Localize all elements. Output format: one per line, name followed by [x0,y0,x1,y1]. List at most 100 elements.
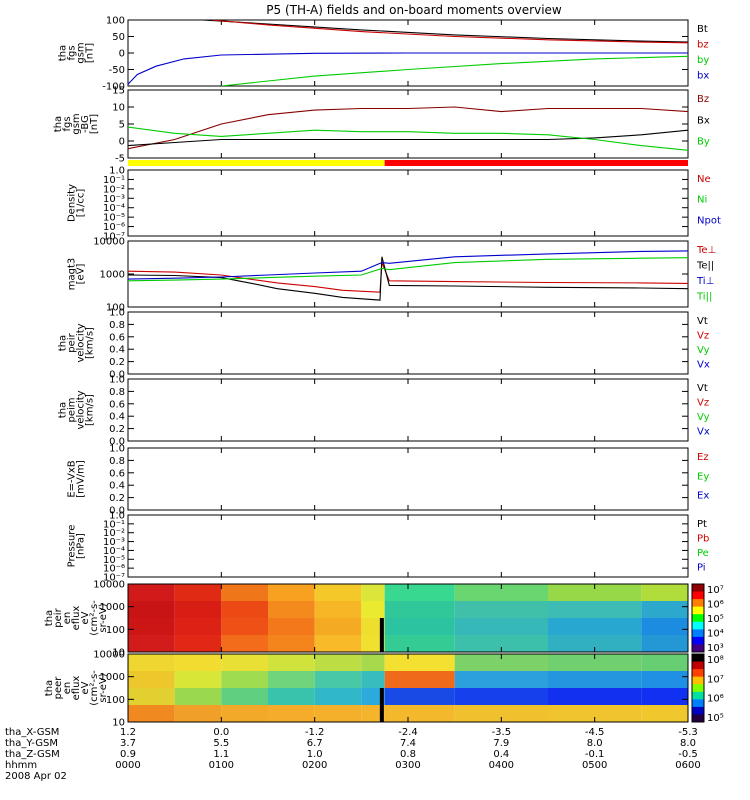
y-tick-label: 10⁻⁶ [103,222,125,233]
y-tick-label: 5 [119,120,125,131]
y-tick-label: 0.0 [109,370,125,381]
heatmap-cell [128,688,175,706]
y-axis-label-line: peir [53,607,64,627]
y-axis-label-line: tha [58,45,69,61]
footer-z-gsm: 0.9 [120,749,136,760]
heatmap-cell [174,601,222,619]
footer-row-label: tha_Y-GSM [5,738,58,749]
y-axis-label-line: magt3 [67,258,78,291]
y-tick-label: 10 [112,103,125,114]
y-axis-label-line: tha [44,610,55,626]
data-gap-stripe [379,618,384,652]
heatmap-cell [548,671,642,689]
y-axis-label-line: eV [80,681,91,694]
y-tick-label: 10⁻¹ [103,175,125,186]
legend-entry: Pt [697,519,707,530]
y-axis-label-line: en [62,612,73,625]
legend-entry: Ez [697,452,709,463]
legend-entry: Te⊥ [696,245,716,256]
series-line-Bx [128,129,688,147]
y-axis-label-line: tha [58,402,69,418]
heatmap-cell [548,705,642,723]
heatmap-cell [454,584,548,602]
series-line-Te|| [128,256,688,301]
footer-z-gsm: 1.0 [307,749,323,760]
y-axis-label-line: [1/cc] [76,189,87,218]
y-tick-label: 10000 [93,237,125,248]
series-line-bx [128,52,688,85]
y-axis-label-line: tha [58,335,69,351]
y-axis-label-line: [km/s] [85,327,96,359]
heatmap-cell [384,671,455,689]
footer-x-gsm: -4.5 [585,727,605,738]
y-tick-label: -50 [109,65,125,76]
heatmap-cell [384,601,455,619]
heatmap-cell [384,688,455,706]
heatmap-cell [361,688,385,706]
y-tick-label: 10⁻³ [103,537,125,548]
heatmap-cell [128,635,175,653]
legend-entry: by [697,55,709,66]
y-axis-label-line: [nT] [85,43,96,63]
y-tick-label: 0.8 [109,320,125,331]
heatmap-cell [361,654,385,672]
heatmap-cell [314,601,362,619]
y-axis-label-line: sr-eV) [98,673,109,702]
y-tick-label: 0.2 [109,357,125,368]
y-axis-label-line: [nT] [89,114,100,134]
colorbar-tick-label: 10³ [707,643,724,654]
footer-y-gsm: 6.7 [307,738,323,749]
legend-entry: Ti|| [696,292,712,303]
y-tick-label: 100 [106,695,125,706]
heatmap-cell [454,618,548,636]
heatmap-cell [641,705,688,723]
panel-frame [127,169,689,237]
panel-mode_bar [128,160,688,166]
y-tick-label: 1000 [100,602,125,613]
y-tick-label: 0.8 [109,387,125,398]
y-tick-label: 0.6 [109,399,125,410]
panels-group: 100500-50-100thafgsgsm[nT]Btbzbybx151050… [44,16,724,729]
series-group [128,106,688,151]
colorbar-tick-label: 10⁶ [707,600,724,611]
legend-entry: By [697,137,710,148]
colorbar-segment [692,614,704,623]
y-axis-label-line: gsm [71,113,82,134]
legend-entry: Vy [697,345,710,356]
y-tick-label: 0.4 [109,481,125,492]
y-axis-label-line: fgs [67,45,78,60]
y-tick-label: 10000 [93,650,125,661]
heatmap-cell [548,635,642,653]
colorbar-frame [691,653,705,723]
heatmap-cell [641,618,688,636]
footer-z-gsm: 1.1 [213,749,229,760]
heatmap-cell [548,618,642,636]
y-tick-label: 10⁻⁵ [103,555,125,566]
y-tick-label: 1000 [100,672,125,683]
y-axis-label-line: Density [67,184,78,222]
y-axis-label-line: gsm [76,42,87,63]
panel-frame [127,311,689,375]
heatmap-cell [548,601,642,619]
heatmap-cell [221,601,268,619]
colorbar-segment [692,714,704,723]
heatmap-cell [641,601,688,619]
y-tick-label: 1.0 [109,375,125,386]
heatmap-cell [268,601,315,619]
panel-density: 1.010⁻¹10⁻²10⁻³10⁻⁴10⁻⁵10⁻⁶10⁻⁷ Density[1… [67,166,721,243]
heatmap-cell [361,601,385,619]
footer-x-gsm: 0.0 [213,727,229,738]
heatmap-cell [221,688,268,706]
y-tick-label: 0.6 [109,332,125,343]
heatmap-cell [128,618,175,636]
y-tick-label: 0.6 [109,468,125,479]
y-axis-label-line: (cm²-s- [89,670,100,706]
heatmap-cell [384,618,455,636]
heatmap-cell [314,635,362,653]
